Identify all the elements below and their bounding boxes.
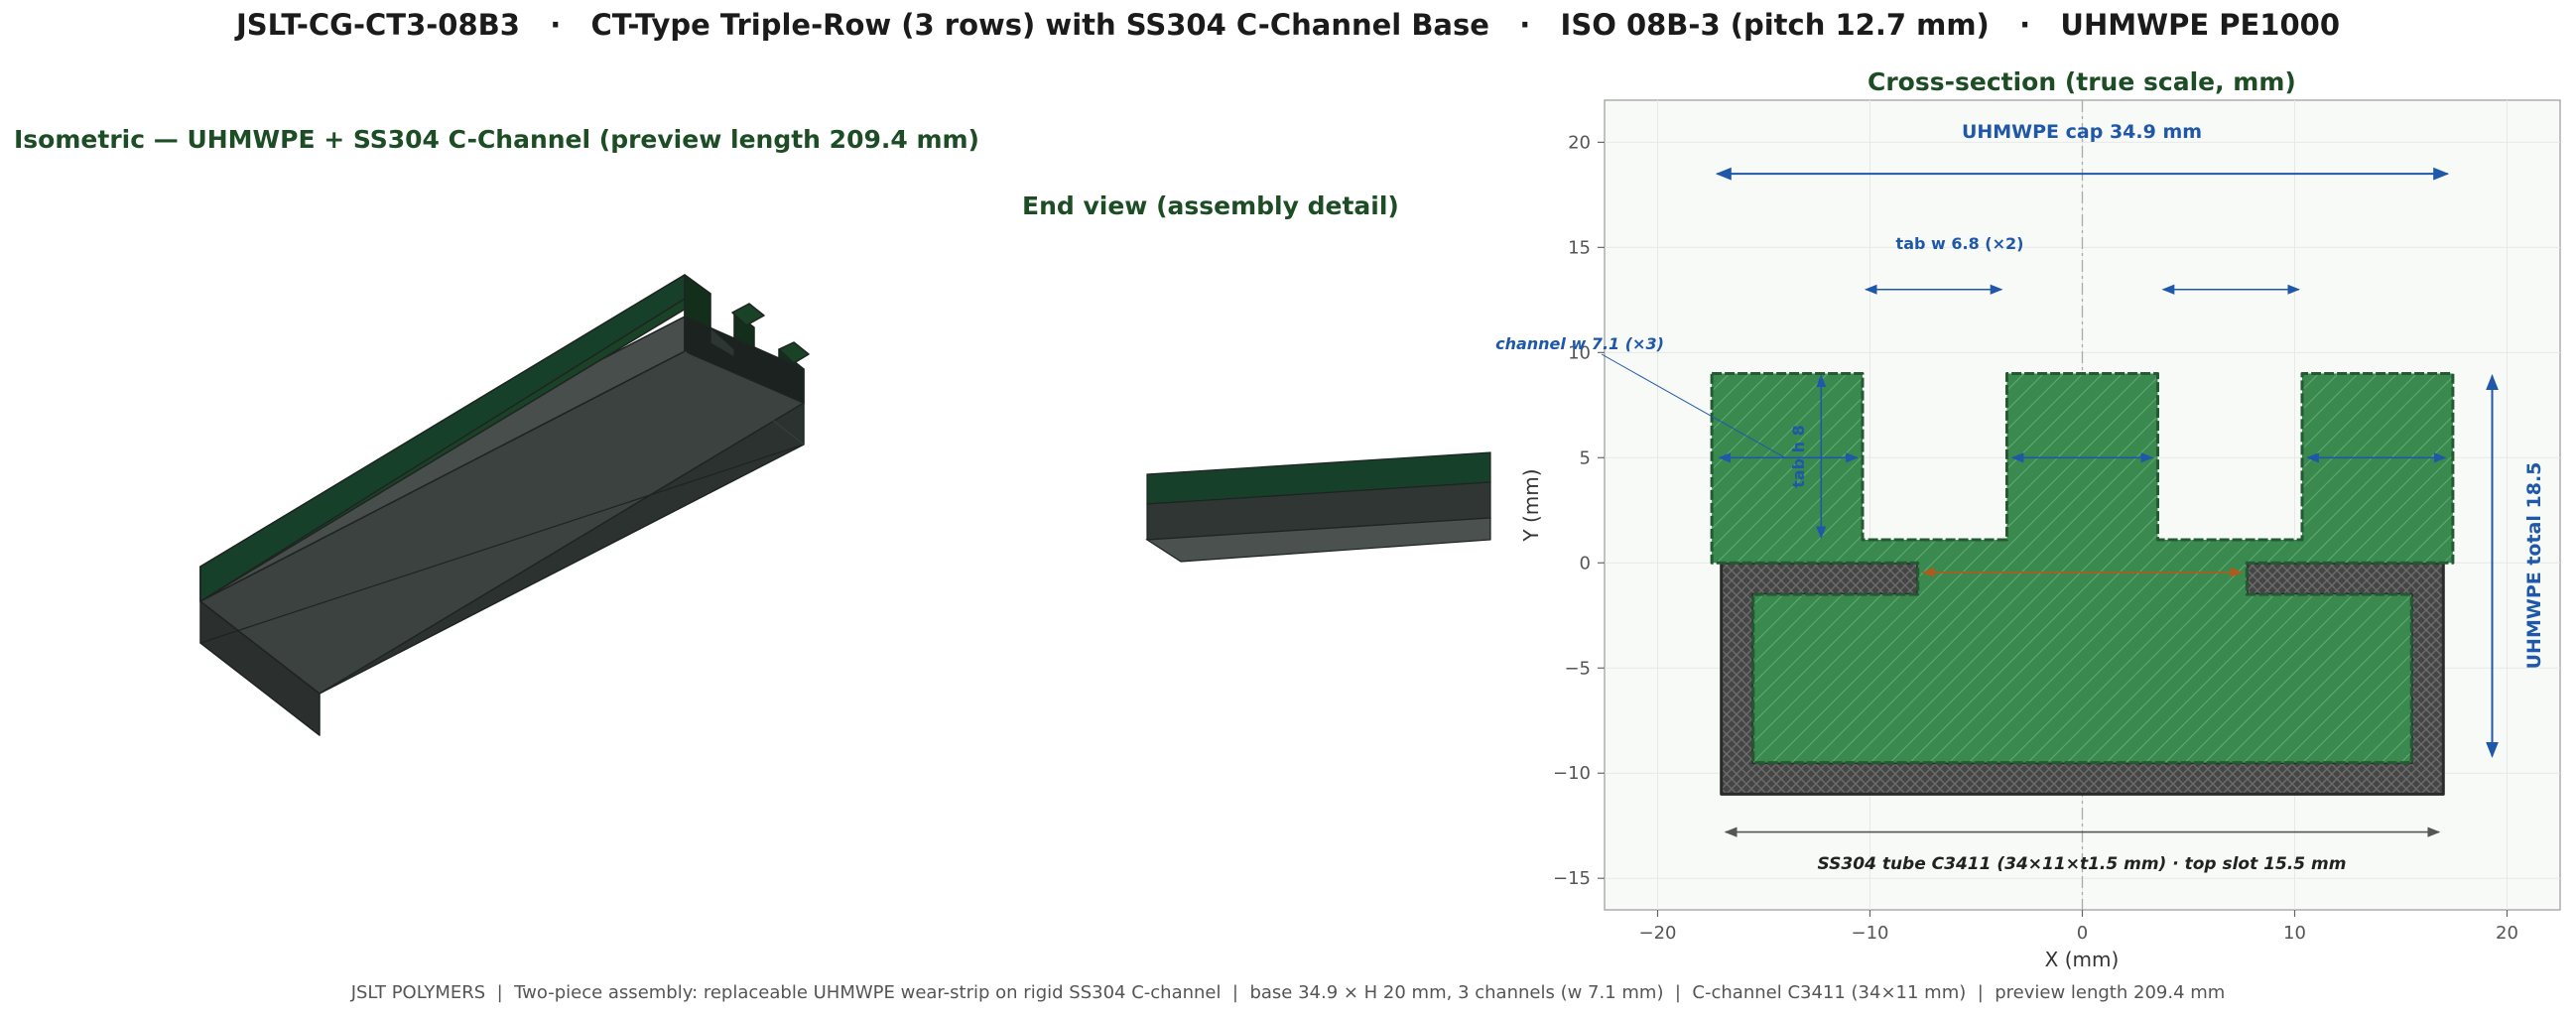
- x-tick-label: −10: [1852, 923, 1889, 944]
- y-tick-label: −10: [1553, 763, 1591, 784]
- isometric-view: [199, 274, 810, 736]
- y-tick-label: 0: [1580, 553, 1591, 573]
- y-tick-label: −5: [1564, 658, 1591, 679]
- end-view-lower-body: [1145, 517, 1491, 563]
- y-axis-label: Y (mm): [1519, 468, 1543, 542]
- y-tick-label: 5: [1580, 447, 1591, 468]
- y-tick-label: −15: [1553, 868, 1591, 889]
- channel-dimension-label: channel w 7.1 (×3): [1495, 334, 1664, 353]
- iso-end-slot: [709, 326, 735, 358]
- x-tick-label: 0: [2077, 923, 2088, 944]
- cross-section-panel-title: Cross-section (true scale, mm): [1868, 67, 2296, 96]
- main-title: JSLT-CG-CT3-08B3 · CT-Type Triple-Row (3…: [235, 8, 2341, 42]
- tab-dimension-label: tab w 6.8 (×2): [1896, 234, 2024, 253]
- y-tick-label: 15: [1568, 237, 1591, 258]
- x-tick-label: −20: [1639, 923, 1677, 944]
- cross-section-chart: −20 −10 0 10 20 20 15 10 5 0 −5 −10 −15 UHMWPE cap 3…: [1495, 99, 2561, 971]
- tab-height-label: tab h 8: [1789, 425, 1808, 488]
- tube-label: SS304 tube C3411 (34×11×t1.5 mm) · top s…: [1818, 854, 2347, 874]
- isometric-panel-title: Isometric — UHMWPE + SS304 C-Channel (pr…: [14, 125, 979, 154]
- channel-leader-line: [1601, 353, 1786, 458]
- cap-dimension-label: UHMWPE cap 34.9 mm: [1962, 121, 2202, 143]
- total-height-label: UHMWPE total 18.5: [2523, 462, 2545, 670]
- end-view-panel-title: End view (assembly detail): [1022, 191, 1399, 220]
- footer-note: JSLT POLYMERS | Two-piece assembly: repl…: [350, 982, 2226, 1003]
- x-tick-label: 10: [2283, 923, 2306, 944]
- x-axis-label: X (mm): [2045, 948, 2120, 971]
- x-tick-label: 20: [2496, 923, 2518, 944]
- iso-tab-top-3: [778, 341, 810, 364]
- iso-tab-top-2: [731, 303, 765, 326]
- y-tick-label: 20: [1568, 132, 1591, 153]
- end-view: [1145, 451, 1491, 563]
- y-tick-label: 10: [1568, 342, 1591, 363]
